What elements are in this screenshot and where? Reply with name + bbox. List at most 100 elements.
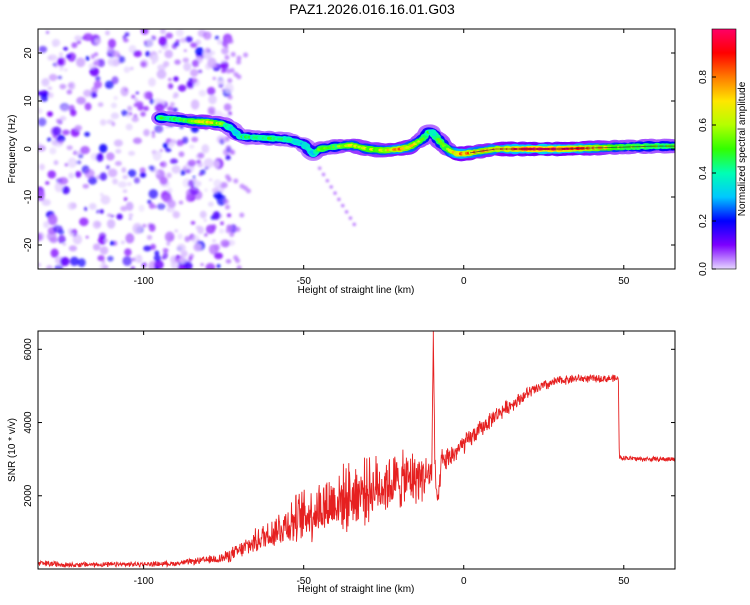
noise-blob (174, 229, 179, 233)
noise-blob (142, 223, 147, 228)
y-tick-label: 4000 (23, 411, 34, 434)
noise-blob (60, 256, 70, 267)
snr-panel: -100 -50 0 50 2000 4000 6000 Height of straigh… (7, 330, 676, 595)
noise-blob (196, 159, 202, 164)
noise-blob (67, 82, 74, 88)
ridge-core-line (470, 145, 675, 154)
noise-blob (189, 144, 195, 149)
noise-blob (158, 50, 162, 54)
noise-blob (216, 135, 227, 144)
noise-blob (208, 178, 213, 182)
noise-blob (73, 150, 78, 156)
noise-blob (138, 204, 145, 212)
noise-blob (166, 172, 172, 179)
noise-blob (132, 222, 143, 235)
noise-blob (100, 192, 104, 197)
noise-blob (99, 209, 104, 214)
noise-blob (182, 57, 189, 63)
noise-blob (173, 76, 179, 82)
ridge-blob (305, 146, 310, 150)
spectrogram-y-label: Frequency (Hz) (7, 115, 18, 184)
noise-blob (337, 197, 341, 201)
noise-blob (143, 245, 152, 252)
noise-blob (88, 63, 96, 70)
noise-blob (143, 91, 151, 100)
noise-blob (38, 107, 43, 115)
colorbar-label: Normalized spectral amplitude (737, 81, 748, 216)
noise-blob (157, 64, 166, 71)
noise-blob (201, 144, 210, 154)
noise-blob (100, 195, 111, 205)
noise-blob (149, 165, 155, 172)
noise-blob (76, 160, 82, 165)
noise-blob (132, 137, 142, 144)
y-tick-label: 10 (23, 95, 34, 107)
noise-blob (207, 201, 214, 207)
noise-blob (224, 174, 230, 180)
noise-blob (140, 61, 147, 68)
noise-blob (189, 77, 198, 84)
noise-blob (187, 179, 195, 188)
noise-blob (111, 121, 116, 127)
noise-blob (59, 115, 67, 121)
noise-blob (239, 212, 245, 218)
noise-blob (129, 66, 134, 71)
noise-blob (185, 169, 191, 174)
noise-blob (175, 254, 180, 259)
noise-blob (209, 50, 216, 56)
noise-blob (125, 233, 135, 244)
noise-blob (82, 183, 90, 189)
snr-plot-area (38, 331, 675, 569)
noise-blob (352, 222, 356, 226)
noise-blob (51, 38, 61, 47)
noise-blob (224, 83, 234, 94)
noise-blob (139, 167, 146, 174)
noise-blob (221, 47, 229, 55)
noise-blob (325, 179, 329, 183)
noise-blob (184, 235, 191, 243)
noise-blob (133, 177, 140, 184)
noise-blob (208, 94, 217, 105)
noise-blob (131, 94, 136, 99)
noise-blob (158, 36, 167, 47)
noise-blob (127, 105, 133, 112)
noise-blob (99, 263, 108, 269)
noise-blob (38, 262, 42, 267)
colorbar-tick-label: 0.4 (698, 166, 709, 180)
noise-blob (168, 141, 175, 148)
noise-blob (229, 67, 235, 73)
noise-blob (57, 75, 63, 80)
noise-blob (99, 172, 108, 181)
noise-blob (84, 168, 95, 179)
noise-blob (236, 265, 242, 269)
noise-blob (154, 250, 160, 256)
x-tick-label: 50 (618, 276, 630, 287)
noise-blob (53, 61, 59, 68)
y-tick-label: 0 (23, 146, 34, 152)
noise-blob (76, 96, 86, 105)
noise-blob (180, 37, 187, 43)
noise-blob (174, 41, 180, 47)
noise-blob (84, 102, 92, 111)
noise-blob (47, 86, 53, 91)
noise-blob (167, 187, 173, 194)
noise-blob (194, 180, 202, 187)
noise-blob (216, 78, 225, 85)
noise-blob (41, 198, 51, 206)
noise-blob (106, 213, 112, 217)
noise-blob (146, 234, 153, 240)
noise-blob (128, 112, 133, 116)
noise-blob (50, 248, 59, 258)
noise-blob (223, 103, 232, 111)
noise-blob (224, 204, 230, 210)
noise-blob (54, 264, 64, 269)
noise-blob (153, 254, 161, 262)
noise-blob (236, 55, 242, 61)
noise-blob (187, 159, 197, 167)
noise-blob (150, 243, 156, 250)
noise-blob (227, 94, 233, 100)
noise-blob (190, 99, 200, 110)
noise-blob (125, 123, 133, 131)
noise-blob (52, 126, 62, 136)
colorbar-scale (712, 29, 736, 269)
